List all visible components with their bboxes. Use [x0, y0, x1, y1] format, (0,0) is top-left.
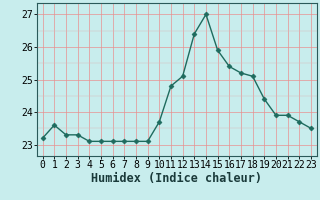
X-axis label: Humidex (Indice chaleur): Humidex (Indice chaleur) — [91, 172, 262, 185]
